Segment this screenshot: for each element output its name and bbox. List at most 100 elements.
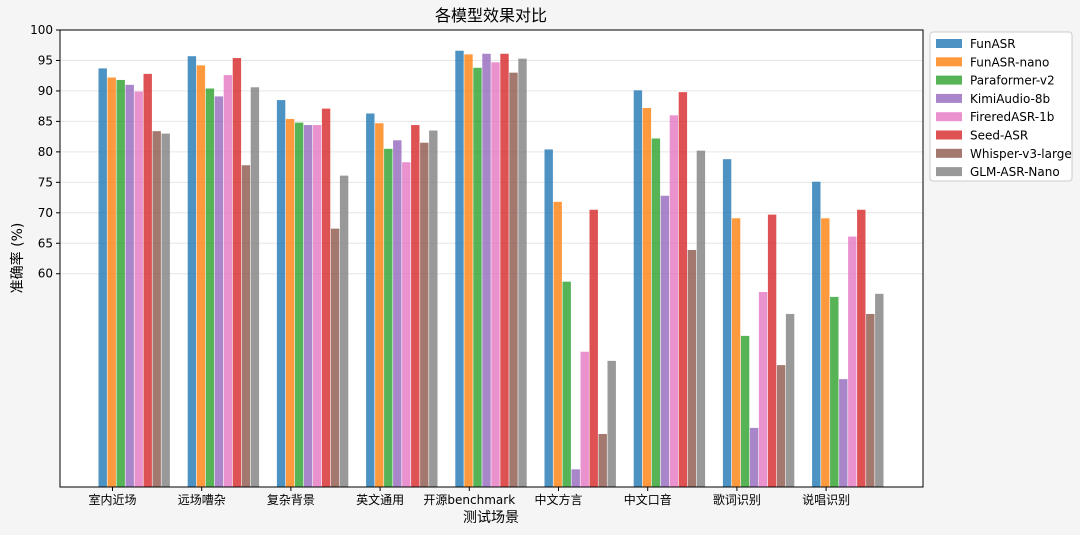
bar	[669, 115, 679, 487]
bar	[473, 67, 482, 488]
x-tick-label: 开源benchmark	[423, 493, 515, 507]
x-tick-label: 英文通用	[356, 492, 404, 507]
legend-swatch	[936, 93, 962, 103]
bar	[411, 125, 420, 487]
bar	[98, 68, 107, 487]
bar	[161, 133, 170, 487]
bar	[285, 118, 295, 487]
legend-label: Whisper-v3-large	[970, 147, 1072, 161]
bar	[107, 77, 116, 487]
y-tick-label: 100	[30, 23, 53, 37]
bar	[731, 218, 741, 487]
bar	[848, 236, 857, 487]
legend-swatch	[936, 167, 962, 177]
bar	[330, 228, 340, 487]
bar	[384, 148, 393, 487]
x-tick-label: 复杂背景	[267, 493, 315, 507]
x-tick-label: 中文方言	[534, 492, 582, 507]
bar	[518, 58, 527, 487]
bar	[749, 427, 759, 487]
bar	[740, 335, 750, 487]
bar	[866, 313, 875, 487]
bar	[303, 125, 313, 487]
bar	[402, 162, 411, 487]
x-tick-label: 室内近场	[88, 492, 136, 507]
bar	[509, 72, 518, 488]
bar	[294, 122, 304, 488]
y-tick-label: 85	[38, 114, 53, 128]
bar	[500, 53, 509, 487]
bar	[241, 165, 251, 487]
x-tick-label: 远场嘈杂	[178, 493, 226, 507]
legend-label: Paraformer-v2	[970, 74, 1055, 88]
x-tick-label: 歌词识别	[713, 492, 761, 507]
bar	[607, 360, 616, 487]
bar	[633, 90, 643, 487]
bar	[116, 79, 125, 487]
y-tick-label: 60	[38, 267, 53, 281]
legend-label: FireredASR-1b	[970, 110, 1054, 124]
bar	[875, 293, 884, 487]
bar	[544, 149, 553, 488]
x-axis-label: 测试场景	[463, 510, 519, 526]
bar	[839, 379, 848, 487]
legend-swatch	[936, 148, 962, 158]
legend-swatch	[936, 112, 962, 122]
bar	[482, 53, 491, 487]
bar	[223, 75, 233, 487]
legend-swatch	[936, 130, 962, 140]
bar	[375, 123, 384, 487]
x-tick-label: 中文口音	[624, 492, 672, 507]
bar	[758, 292, 768, 487]
bar	[767, 214, 777, 488]
bar	[125, 84, 134, 487]
bar	[812, 181, 821, 487]
bar	[857, 209, 866, 487]
bar	[722, 159, 732, 488]
bar	[339, 175, 349, 487]
bar	[598, 433, 607, 487]
bar	[152, 131, 161, 487]
bar	[821, 218, 830, 487]
bar	[651, 138, 661, 487]
bar	[214, 96, 224, 488]
bar	[393, 140, 402, 487]
bar	[464, 54, 473, 488]
y-axis-label: 准确率 (%)	[9, 223, 26, 294]
bar	[660, 195, 670, 488]
bar	[312, 125, 322, 487]
bar	[571, 469, 580, 487]
bar	[276, 100, 286, 487]
bar	[250, 87, 260, 487]
legend: FunASR FunASR-nano Paraformer-v2 KimiAudio-…	[929, 31, 1073, 182]
bar	[420, 142, 429, 487]
bar	[491, 62, 500, 487]
bar	[134, 91, 143, 487]
y-tick-label: 90	[38, 84, 53, 98]
bar	[642, 107, 652, 488]
bar	[785, 313, 795, 487]
legend-label: FunASR	[970, 37, 1016, 51]
y-tick-label: 95	[38, 53, 53, 67]
legend-label: Seed-ASR	[970, 129, 1028, 143]
y-tick-label: 65	[38, 236, 53, 250]
plot-frame	[59, 29, 924, 488]
legend-box	[929, 31, 1073, 182]
legend-swatch	[936, 39, 962, 48]
chart-title: 各模型效果对比	[435, 6, 547, 25]
bar	[196, 65, 206, 487]
bar	[143, 73, 152, 487]
y-tick-label: 75	[38, 175, 53, 189]
bar	[366, 113, 375, 487]
bar	[696, 150, 706, 487]
bar	[580, 351, 589, 487]
y-tick-label: 70	[38, 206, 53, 220]
legend-label: KimiAudio-8b	[970, 92, 1050, 106]
bar	[776, 365, 786, 487]
legend-label: FunASR-nano	[970, 55, 1049, 69]
bar	[205, 88, 215, 487]
y-tick-label: 80	[38, 145, 53, 159]
legend-label: GLM-ASR-Nano	[970, 165, 1060, 179]
